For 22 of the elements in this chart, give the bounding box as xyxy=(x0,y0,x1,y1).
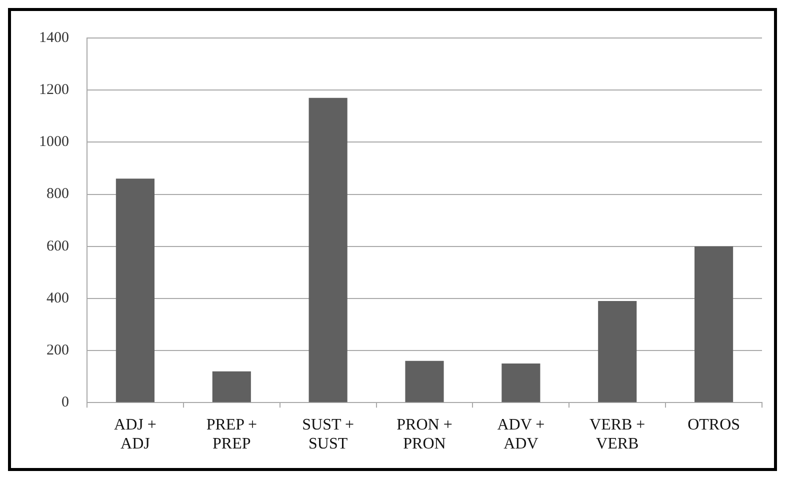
x-tick-label: SUST + SUST xyxy=(302,416,354,453)
bar xyxy=(694,246,734,402)
x-tick-label: OTROS xyxy=(688,416,740,434)
bar xyxy=(212,371,251,402)
x-tick-label: ADV + ADV xyxy=(497,416,545,453)
y-tick-label: 400 xyxy=(46,290,69,306)
y-tick-label: 0 xyxy=(62,394,69,411)
y-tick-label: 600 xyxy=(46,238,69,254)
y-tick-label: 200 xyxy=(46,342,69,358)
x-tick-label: VERB + VERB xyxy=(590,416,646,453)
bar xyxy=(502,364,540,402)
y-tick-label: 1000 xyxy=(39,134,69,150)
bar xyxy=(598,301,637,402)
bar xyxy=(308,98,348,402)
x-tick-label: PRON + PRON xyxy=(396,416,452,453)
bar xyxy=(116,178,154,402)
bar xyxy=(405,360,444,402)
y-tick-label: 1400 xyxy=(39,30,69,46)
x-tick-label: ADJ + ADJ xyxy=(114,416,156,453)
y-tick-label: 1200 xyxy=(39,82,69,98)
x-tick-label: PREP + PREP xyxy=(206,416,257,453)
y-tick-label: 800 xyxy=(46,186,69,202)
